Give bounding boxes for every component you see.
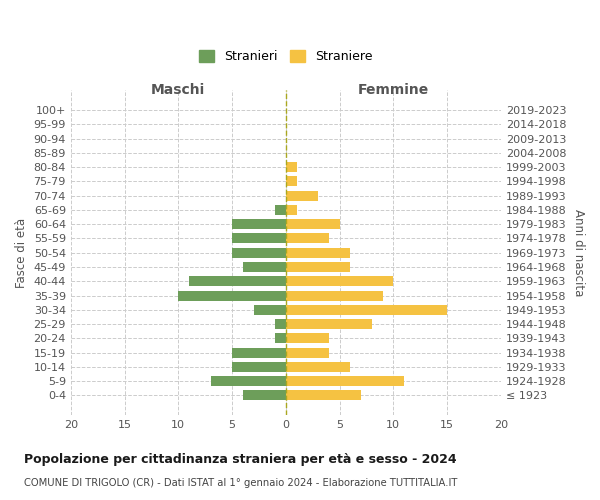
Bar [286,176,296,186]
Bar [286,334,329,344]
Y-axis label: Anni di nascita: Anni di nascita [572,209,585,296]
Text: COMUNE DI TRIGOLO (CR) - Dati ISTAT al 1° gennaio 2024 - Elaborazione TUTTITALIA: COMUNE DI TRIGOLO (CR) - Dati ISTAT al 1… [24,478,457,488]
Bar [275,319,286,329]
Bar [286,305,447,315]
Bar [286,348,329,358]
Bar [254,305,286,315]
Bar [232,219,286,229]
Legend: Stranieri, Straniere: Stranieri, Straniere [194,44,377,68]
Bar [286,190,318,200]
Bar [286,162,296,172]
Bar [232,234,286,243]
Text: Maschi: Maschi [151,84,205,98]
Text: Popolazione per cittadinanza straniera per età e sesso - 2024: Popolazione per cittadinanza straniera p… [24,452,457,466]
Bar [286,362,350,372]
Bar [286,234,329,243]
Bar [286,276,394,286]
Bar [286,205,296,215]
Y-axis label: Fasce di età: Fasce di età [15,218,28,288]
Bar [286,390,361,400]
Bar [232,362,286,372]
Text: Femmine: Femmine [358,84,429,98]
Bar [286,290,383,300]
Bar [275,334,286,344]
Bar [232,248,286,258]
Bar [211,376,286,386]
Bar [286,319,372,329]
Bar [286,248,350,258]
Bar [243,262,286,272]
Bar [286,376,404,386]
Bar [232,348,286,358]
Bar [286,219,340,229]
Bar [275,205,286,215]
Bar [243,390,286,400]
Bar [178,290,286,300]
Bar [189,276,286,286]
Bar [286,262,350,272]
